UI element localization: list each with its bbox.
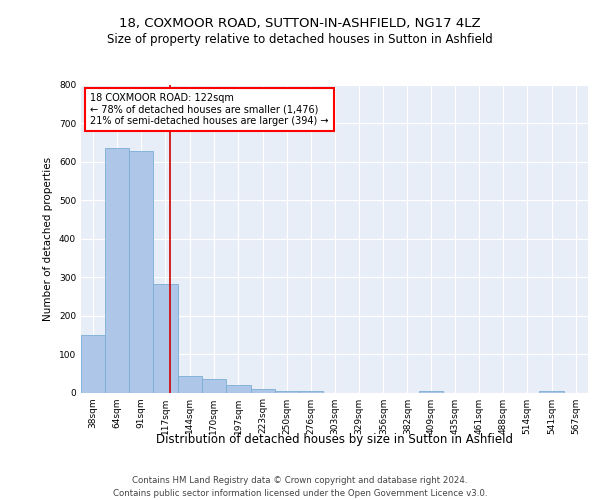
Text: Contains HM Land Registry data © Crown copyright and database right 2024.: Contains HM Land Registry data © Crown c… xyxy=(132,476,468,485)
Text: 18 COXMOOR ROAD: 122sqm
← 78% of detached houses are smaller (1,476)
21% of semi: 18 COXMOOR ROAD: 122sqm ← 78% of detache… xyxy=(90,92,329,126)
Bar xyxy=(419,390,443,392)
Bar xyxy=(178,376,202,392)
Bar xyxy=(251,390,275,392)
Bar xyxy=(129,151,153,392)
Text: Contains public sector information licensed under the Open Government Licence v3: Contains public sector information licen… xyxy=(113,489,487,498)
Y-axis label: Number of detached properties: Number of detached properties xyxy=(43,156,53,321)
Bar xyxy=(81,335,105,392)
Bar xyxy=(202,379,226,392)
Text: Distribution of detached houses by size in Sutton in Ashfield: Distribution of detached houses by size … xyxy=(156,432,513,446)
Text: 18, COXMOOR ROAD, SUTTON-IN-ASHFIELD, NG17 4LZ: 18, COXMOOR ROAD, SUTTON-IN-ASHFIELD, NG… xyxy=(119,18,481,30)
Bar xyxy=(275,390,299,392)
Bar xyxy=(226,385,251,392)
Bar xyxy=(539,390,564,392)
Bar xyxy=(153,284,178,393)
Bar xyxy=(105,148,129,392)
Text: Size of property relative to detached houses in Sutton in Ashfield: Size of property relative to detached ho… xyxy=(107,32,493,46)
Bar xyxy=(299,390,323,392)
